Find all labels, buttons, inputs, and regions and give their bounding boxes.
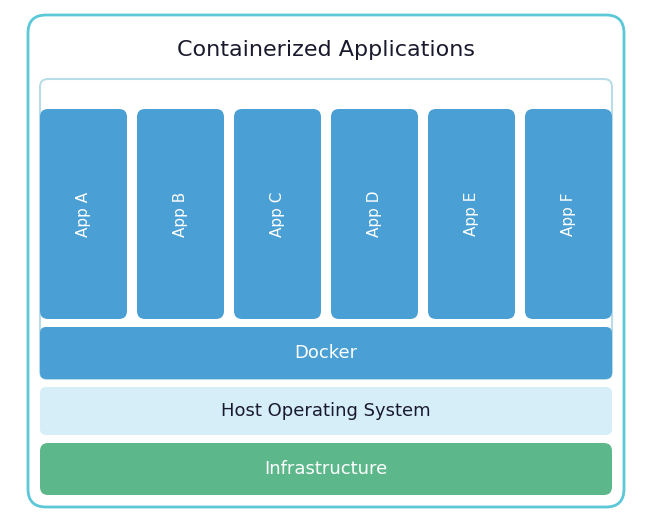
Text: App A: App A — [76, 192, 91, 236]
FancyBboxPatch shape — [40, 387, 612, 435]
FancyBboxPatch shape — [40, 109, 127, 319]
Text: App B: App B — [173, 192, 188, 236]
FancyBboxPatch shape — [40, 327, 612, 379]
FancyBboxPatch shape — [331, 109, 418, 319]
Text: App D: App D — [367, 191, 382, 238]
Text: Host Operating System: Host Operating System — [221, 402, 431, 420]
FancyBboxPatch shape — [40, 79, 612, 379]
FancyBboxPatch shape — [40, 443, 612, 495]
Text: App C: App C — [270, 191, 285, 236]
FancyBboxPatch shape — [234, 109, 321, 319]
Text: App E: App E — [464, 192, 479, 236]
Text: App F: App F — [561, 192, 576, 236]
Text: Containerized Applications: Containerized Applications — [177, 40, 475, 60]
FancyBboxPatch shape — [525, 109, 612, 319]
Text: Infrastructure: Infrastructure — [264, 460, 388, 478]
FancyBboxPatch shape — [428, 109, 515, 319]
Text: Docker: Docker — [295, 344, 357, 362]
FancyBboxPatch shape — [28, 15, 624, 507]
FancyBboxPatch shape — [137, 109, 224, 319]
